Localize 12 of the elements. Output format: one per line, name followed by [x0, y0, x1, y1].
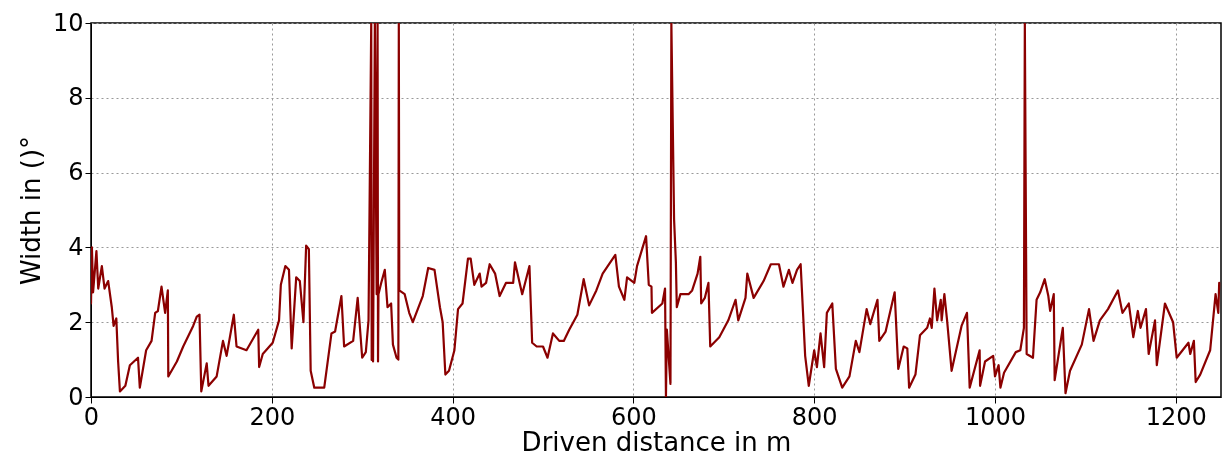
x-tick-label: 200 [249, 402, 296, 431]
x-tick-label: 800 [791, 402, 838, 431]
y-tick-label: 2 [68, 307, 84, 336]
y-tick-label: 4 [68, 232, 84, 261]
y-axis-title: Width in ()° [15, 135, 46, 286]
x-tick-label: 1200 [1145, 402, 1207, 431]
y-tick-label: 6 [68, 158, 84, 187]
y-tick-label: 0 [68, 382, 84, 411]
y-tick-label: 10 [52, 8, 84, 37]
x-tick-label: 1000 [964, 402, 1027, 431]
x-tick-label: 400 [430, 402, 477, 431]
y-tick-label: 8 [68, 83, 84, 112]
